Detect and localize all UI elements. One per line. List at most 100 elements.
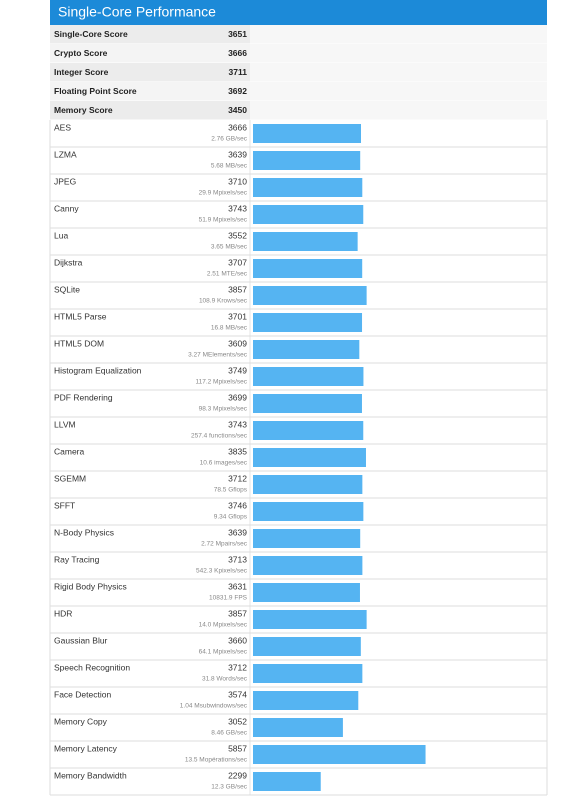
benchmark-score: 3666: [228, 122, 247, 132]
benchmark-name: PDF Rendering: [54, 392, 113, 402]
score-bar: [253, 367, 364, 386]
summary-value: 3651: [228, 29, 247, 39]
benchmark-detail: 5.68 MB/sec: [211, 163, 248, 170]
benchmark-score: 3743: [228, 419, 247, 429]
benchmark-name: Ray Tracing: [54, 554, 100, 564]
score-bar: [253, 529, 361, 548]
score-bar: [253, 259, 363, 278]
score-bar: [253, 340, 360, 359]
summary-label: Crypto Score: [54, 48, 108, 58]
score-bar: [253, 637, 361, 656]
summary-value: 3692: [228, 86, 247, 96]
benchmark-score: 3552: [228, 230, 247, 240]
summary-fill: [250, 82, 547, 101]
benchmark-detail: 3.65 MB/sec: [211, 244, 248, 251]
summary-value: 3450: [228, 105, 247, 115]
benchmark-score: 3857: [228, 608, 247, 618]
summary-label: Single-Core Score: [54, 29, 128, 39]
benchmark-score: 2299: [228, 770, 247, 780]
score-bar: [253, 205, 364, 224]
benchmark-score: 3746: [228, 500, 247, 510]
summary-fill: [250, 63, 547, 82]
benchmark-name: LZMA: [54, 149, 77, 159]
benchmark-score: 3574: [228, 689, 247, 699]
benchmark-name: HDR: [54, 608, 72, 618]
benchmark-score: 3707: [228, 257, 247, 267]
score-bar: [253, 772, 321, 791]
score-bar: [253, 583, 360, 602]
score-bar: [253, 745, 426, 764]
summary-value: 3666: [228, 48, 247, 58]
score-bar: [253, 610, 367, 629]
header-bar: [50, 0, 547, 25]
benchmark-name: HTML5 DOM: [54, 338, 104, 348]
summary-label: Integer Score: [54, 67, 109, 77]
summary-fill: [250, 25, 547, 44]
score-bar: [253, 394, 362, 413]
benchmark-name: SFFT: [54, 500, 75, 510]
benchmark-name: Camera: [54, 446, 85, 456]
benchmark-name: Memory Latency: [54, 743, 118, 753]
score-bar: [253, 718, 343, 737]
benchmark-score: 3710: [228, 176, 247, 186]
score-bar: [253, 151, 361, 170]
benchmark-name: JPEG: [54, 176, 76, 186]
summary-fill: [250, 44, 547, 63]
benchmark-detail: 64.1 Mpixels/sec: [199, 649, 248, 656]
score-bar: [253, 178, 363, 197]
benchmark-name: LLVM: [54, 419, 76, 429]
benchmark-detail: 16.8 MB/sec: [211, 325, 248, 332]
benchmark-detail: 51.9 Mpixels/sec: [199, 217, 248, 224]
benchmark-score: 3609: [228, 338, 247, 348]
benchmark-detail: 14.0 Mpixels/sec: [199, 622, 248, 629]
benchmark-name: SQLite: [54, 284, 80, 294]
score-bar: [253, 421, 364, 440]
benchmark-score: 3660: [228, 635, 247, 645]
benchmark-score: 3701: [228, 311, 247, 321]
benchmark-detail: 13.5 Mopérations/sec: [185, 757, 248, 764]
benchmark-score: 3749: [228, 365, 247, 375]
benchmark-detail: 10.6 images/sec: [200, 460, 248, 467]
summary-label: Memory Score: [54, 105, 113, 115]
benchmark-name: Canny: [54, 203, 79, 213]
score-bar: [253, 232, 358, 251]
header-title: Single-Core Performance: [58, 4, 216, 20]
benchmark-score: 3712: [228, 473, 247, 483]
summary-value: 3711: [229, 67, 248, 77]
benchmark-score: 3712: [228, 662, 247, 672]
benchmark-detail: 78.5 Gflops: [214, 487, 248, 494]
benchmark-name: HTML5 Parse: [54, 311, 107, 321]
score-bar: [253, 502, 364, 521]
benchmark-score: 3835: [228, 446, 247, 456]
benchmark-score: 3631: [228, 581, 247, 591]
benchmark-detail: 12.3 GB/sec: [211, 784, 248, 791]
benchmark-detail: 10831.9 FPS: [209, 595, 248, 602]
summary-fill: [250, 101, 547, 120]
benchmark-name: Lua: [54, 230, 68, 240]
benchmark-detail: 2.51 MTE/sec: [207, 271, 248, 278]
benchmark-name: Memory Bandwidth: [54, 770, 127, 780]
benchmark-name: Dijkstra: [54, 257, 83, 267]
summary-label: Floating Point Score: [54, 86, 137, 96]
benchmark-detail: 31.8 Words/sec: [202, 676, 248, 683]
benchmark-score: 3639: [228, 527, 247, 537]
score-bar: [253, 691, 359, 710]
score-bar: [253, 286, 367, 305]
benchmark-score: 3743: [228, 203, 247, 213]
benchmark-name: Histogram Equalization: [54, 365, 142, 375]
benchmark-detail: 2.72 Mpairs/sec: [201, 541, 248, 548]
benchmark-name: Rigid Body Physics: [54, 581, 127, 591]
benchmark-detail: 108.9 Krows/sec: [199, 298, 248, 305]
score-bar: [253, 475, 363, 494]
benchmark-name: Gaussian Blur: [54, 635, 108, 645]
benchmark-name: N-Body Physics: [54, 527, 114, 537]
benchmark-detail: 542.3 Kpixels/sec: [196, 568, 248, 575]
score-bar: [253, 313, 363, 332]
benchmark-name: Face Detection: [54, 689, 111, 699]
score-bar: [253, 664, 363, 683]
benchmark-score: 5857: [228, 743, 247, 753]
benchmark-detail: 8.46 GB/sec: [211, 730, 248, 737]
score-bar: [253, 556, 363, 575]
